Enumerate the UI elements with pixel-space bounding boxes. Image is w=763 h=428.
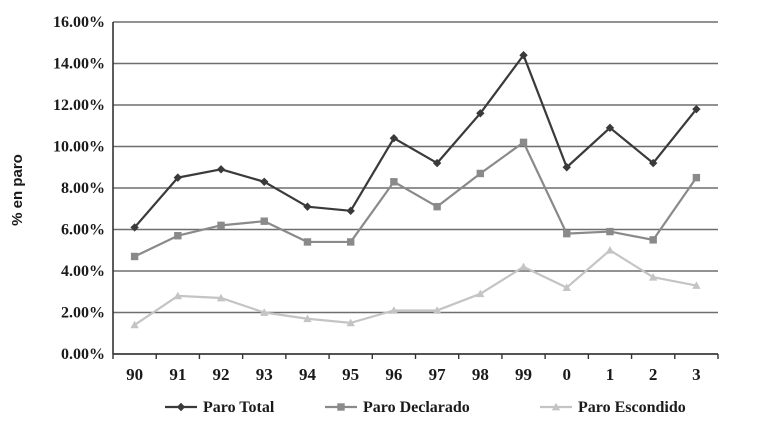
data-point (216, 165, 226, 174)
data-point (173, 173, 183, 182)
x-tick-label: 97 (429, 365, 447, 384)
data-point (692, 104, 701, 114)
data-point (692, 173, 701, 182)
data-point (519, 51, 528, 60)
x-tick-label: 90 (126, 365, 143, 384)
data-point (432, 306, 442, 314)
x-tick-label: 93 (256, 365, 273, 384)
data-point (389, 134, 399, 143)
x-tick-label: 98 (472, 365, 489, 384)
legend: Paro Total Paro Declarado Paro Escondido (165, 399, 686, 416)
x-tick-label: 2 (649, 365, 658, 384)
x-tick-label: 0 (563, 365, 572, 384)
y-tick-label: 10.00% (53, 139, 105, 156)
legend-label: Paro Total (203, 399, 275, 416)
x-tick-label: 1 (606, 365, 615, 384)
data-point (346, 206, 355, 216)
data-point (260, 217, 268, 225)
data-point (519, 262, 528, 271)
legend-label: Paro Escondido (578, 399, 686, 416)
data-point (337, 403, 345, 411)
x-tick-label: 3 (692, 365, 701, 384)
data-point (648, 273, 658, 281)
y-tick-label: 4.00% (61, 263, 105, 280)
data-point (562, 163, 571, 172)
data-point (346, 318, 355, 327)
data-point (476, 109, 485, 118)
x-tick-labels: 90 91 92 93 94 95 96 97 98 99 0 1 2 3 (112, 354, 719, 384)
y-tick-label: 12.00% (53, 97, 105, 114)
data-point (605, 123, 615, 133)
data-point (303, 314, 312, 323)
y-tick-labels: 0.00% 2.00% 4.00% 6.00% 8.00% 10.00% 12.00% 14.… (53, 14, 105, 363)
series-line (134, 141, 698, 258)
legend-label: Paro Declarado (363, 399, 470, 416)
x-tick-label: 91 (169, 365, 186, 384)
series-line (133, 249, 697, 326)
y-tick-label: 16.00% (53, 14, 105, 31)
data-point (606, 227, 614, 236)
data-point (390, 178, 398, 186)
x-tick-label: 95 (342, 365, 359, 384)
x-tick-label: 92 (213, 365, 230, 384)
data-point (519, 138, 528, 147)
data-point (476, 169, 485, 178)
series-line (133, 54, 698, 229)
data-point (563, 229, 571, 238)
y-axis-title: % en paro (9, 154, 26, 226)
y-tick-label: 0.00% (61, 346, 105, 363)
data-point (346, 238, 355, 246)
data-point (433, 202, 441, 211)
data-point (260, 308, 269, 316)
series-layer (130, 51, 701, 329)
data-point (389, 306, 399, 314)
data-point (551, 402, 561, 411)
x-tick-label: 94 (299, 365, 317, 384)
data-point (649, 236, 657, 244)
data-point (174, 232, 182, 240)
data-point (432, 158, 442, 168)
x-tick-label: 96 (385, 365, 402, 384)
data-point (648, 158, 658, 168)
data-point (176, 402, 186, 412)
data-point (130, 223, 139, 232)
data-point (173, 291, 183, 300)
data-point (216, 293, 226, 302)
y-tick-label: 8.00% (61, 180, 105, 197)
data-point (605, 246, 615, 254)
data-point (260, 177, 269, 186)
data-point (217, 221, 225, 230)
data-point (130, 252, 139, 261)
y-tick-label: 6.00% (61, 222, 105, 239)
x-tick-label: 99 (515, 365, 532, 384)
data-point (562, 283, 571, 291)
y-tick-label: 2.00% (61, 305, 105, 322)
data-point (303, 202, 312, 211)
gridlines (112, 21, 718, 355)
data-point (130, 320, 139, 329)
y-tick-label: 14.00% (53, 56, 105, 73)
data-point (303, 238, 312, 246)
data-point (692, 281, 701, 289)
data-point (476, 289, 485, 298)
